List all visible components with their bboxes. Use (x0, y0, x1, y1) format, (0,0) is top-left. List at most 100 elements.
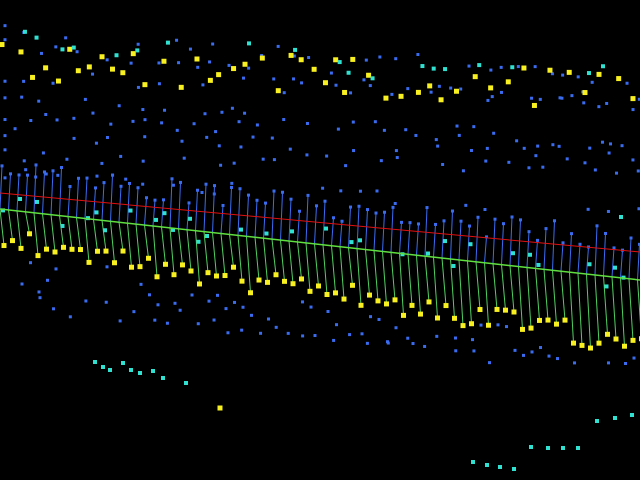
blue-point (515, 139, 519, 143)
blue-point (282, 118, 286, 122)
blue-point (493, 217, 497, 221)
cyan-point (154, 217, 158, 222)
green-connector (0, 208, 5, 246)
green-connector (67, 216, 73, 250)
cyan-point (129, 368, 133, 372)
blue-connector (178, 182, 181, 229)
blue-point (349, 205, 352, 209)
blue-point (344, 164, 348, 168)
blue-point (26, 173, 29, 177)
blue-point (339, 189, 343, 193)
blue-point (334, 83, 338, 87)
blue-point (306, 193, 310, 197)
yellow-point (214, 273, 219, 279)
green-connector (331, 245, 336, 293)
blue-point (530, 350, 534, 354)
blue-point (437, 84, 441, 88)
blue-point (636, 169, 640, 173)
yellow-point (460, 323, 466, 329)
green-connector (577, 273, 583, 346)
blue-point (77, 176, 80, 180)
blue-point (124, 177, 128, 181)
blue-point (365, 341, 369, 345)
yellow-point (537, 317, 542, 323)
blue-connector (33, 164, 37, 213)
blue-point (20, 95, 24, 99)
blue-point (612, 246, 616, 250)
blue-connector (620, 250, 623, 278)
blue-point (390, 92, 394, 96)
blue-point (620, 144, 624, 148)
blue-point (226, 331, 230, 335)
blue-point (638, 242, 640, 246)
blue-connector (569, 233, 572, 273)
green-connector (450, 258, 455, 319)
blue-point (632, 356, 636, 360)
blue-point (165, 321, 169, 325)
yellow-point (562, 317, 568, 323)
blue-point (570, 94, 574, 98)
yellow-point (324, 292, 330, 298)
cyan-point (477, 63, 482, 68)
green-connector (628, 278, 634, 341)
blue-point (217, 144, 221, 148)
blue-point (56, 173, 60, 177)
blue-point (476, 215, 480, 219)
blue-connector (220, 205, 224, 234)
blue-point (84, 299, 88, 303)
blue-connector (195, 190, 198, 231)
yellow-point (231, 264, 236, 270)
blue-point (595, 224, 599, 228)
blue-connector (101, 182, 105, 221)
blue-point (573, 361, 576, 365)
blue-point (230, 181, 234, 185)
blue-point (208, 60, 212, 64)
cyan-point (426, 251, 430, 256)
blue-point (255, 198, 259, 202)
blue-point (44, 172, 48, 176)
cyan-point (188, 216, 192, 221)
green-connector (441, 258, 447, 306)
blue-point (3, 134, 7, 138)
yellow-point (27, 231, 32, 237)
blue-connector (365, 209, 368, 250)
blue-point (362, 78, 366, 82)
yellow-point (61, 244, 66, 250)
yellow-point (511, 309, 517, 315)
blue-point (325, 154, 329, 158)
green-connector (59, 215, 64, 248)
blue-connector (399, 222, 402, 254)
yellow-point (110, 66, 116, 72)
blue-point (175, 128, 179, 132)
blue-connector (373, 212, 377, 251)
green-connector (271, 239, 277, 275)
blue-connector (8, 173, 11, 210)
cyan-point (510, 65, 515, 70)
blue-point (219, 163, 223, 167)
yellow-point (197, 281, 202, 287)
yellow-point (78, 247, 83, 253)
yellow-point (616, 76, 622, 82)
blue-point (570, 232, 573, 236)
blue-point (182, 156, 186, 160)
blue-connector (492, 219, 496, 264)
green-connector (237, 235, 243, 282)
blue-connector (212, 185, 215, 233)
blue-point (557, 144, 561, 148)
blue-point (68, 184, 72, 188)
blue-point (534, 154, 538, 158)
blue-point (109, 122, 113, 126)
blue-point (207, 299, 211, 303)
green-ground-line (0, 208, 640, 281)
blue-point (163, 108, 167, 112)
green-connector (560, 271, 566, 321)
yellow-point (443, 303, 449, 309)
green-connector (8, 209, 13, 241)
yellow-point (545, 317, 551, 323)
blue-point (145, 196, 148, 200)
blue-connector (339, 221, 343, 247)
blue-point (374, 211, 378, 215)
yellow-point (69, 246, 75, 252)
blue-point (461, 169, 465, 173)
